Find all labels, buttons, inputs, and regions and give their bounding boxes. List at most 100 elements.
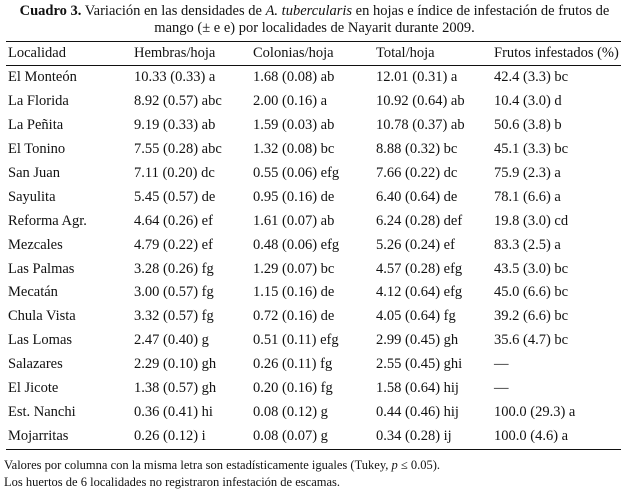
table-header-row: Localidad Hembras/hoja Colonias/hoja Tot… [6, 43, 621, 64]
cell-frutos: 10.4 (3.0) d [494, 93, 562, 110]
cell-total: 2.99 (0.45) gh [376, 332, 459, 349]
table-row: Sayulita 5.45 (0.57) de 0.95 (0.16) de 6.40… [6, 185, 621, 209]
cell-colonias: 0.48 (0.06) efg [253, 236, 340, 253]
cell-frutos: — [494, 380, 509, 397]
table-top-rule [6, 41, 621, 42]
table-bottom-rule [6, 449, 621, 450]
header-hembras: Hembras/hoja [134, 45, 216, 61]
cell-hembras: 0.26 (0.12) i [134, 427, 206, 444]
cell-frutos: 35.6 (4.7) bc [494, 332, 569, 349]
cell-colonias: 0.08 (0.07) g [253, 427, 328, 444]
cell-localidad: El Tonino [8, 141, 66, 158]
cell-colonias: 0.72 (0.16) de [253, 308, 335, 325]
table-header-rule [6, 65, 621, 66]
header-localidad: Localidad [8, 45, 66, 61]
cell-frutos: 100.0 (29.3) a [494, 403, 576, 420]
cell-colonias: 1.68 (0.08) ab [253, 69, 335, 86]
caption-label: Cuadro 3. [19, 3, 82, 19]
cell-localidad: El Jicote [8, 380, 59, 397]
cell-colonias: 0.55 (0.06) efg [253, 165, 340, 181]
header-total: Total/hoja [376, 45, 435, 61]
cell-colonias: 1.32 (0.08) bc [253, 141, 335, 158]
table-row: Las Lomas 2.47 (0.40) g 0.51 (0.11) efg 2.9… [6, 329, 621, 353]
cell-total: 6.24 (0.28) def [376, 212, 463, 229]
cell-total: 12.01 (0.31) a [376, 69, 458, 86]
cell-total: 0.34 (0.28) ij [376, 427, 452, 444]
cell-localidad: La Florida [8, 93, 69, 110]
cell-hembras: 2.29 (0.10) gh [134, 356, 217, 373]
cell-localidad: Chula Vista [8, 308, 76, 325]
cell-frutos: 39.2 (6.6) bc [494, 308, 569, 325]
header-colonias: Colonias/hoja [253, 45, 334, 61]
table-notes: Valores por columna con la misma letra s… [4, 457, 440, 491]
cell-localidad: San Juan [8, 165, 60, 181]
cell-localidad: Reforma Agr. [8, 212, 87, 229]
cell-total: 0.44 (0.46) hij [376, 403, 459, 420]
cell-total: 4.05 (0.64) fg [376, 308, 456, 325]
cell-localidad: Est. Nanchi [8, 403, 76, 420]
cell-localidad: El Monteón [8, 69, 77, 86]
cell-hembras: 3.28 (0.26) fg [134, 260, 214, 277]
cell-frutos: 78.1 (6.6) a [494, 188, 561, 205]
cell-total: 8.88 (0.32) bc [376, 141, 458, 158]
cell-colonias: 0.26 (0.11) fg [253, 356, 333, 373]
cell-colonias: 1.15 (0.16) de [253, 284, 335, 301]
cell-total: 2.55 (0.45) ghi [376, 356, 463, 373]
cell-localidad: Las Lomas [8, 332, 73, 349]
cell-hembras: 2.47 (0.40) g [134, 332, 209, 349]
note-no-infestation: Los huertos de 6 localidades no registra… [4, 475, 340, 489]
table-caption: Cuadro 3. Variación en las densidades de… [6, 3, 623, 37]
cell-frutos: 45.0 (6.6) bc [494, 284, 569, 301]
table-row: San Juan 7.11 (0.20) dc 0.55 (0.06) efg 7.6… [6, 162, 621, 186]
cell-hembras: 4.64 (0.26) ef [134, 212, 213, 229]
cell-frutos: — [494, 356, 509, 373]
note-tukey-after: ≤ 0.05). [397, 458, 441, 472]
cell-total: 4.12 (0.64) efg [376, 284, 463, 301]
cell-total: 5.26 (0.24) ef [376, 236, 455, 253]
cell-frutos: 42.4 (3.3) bc [494, 69, 569, 86]
table-row: Reforma Agr. 4.64 (0.26) ef 1.61 (0.07) ab… [6, 209, 621, 233]
table-row: La Florida 8.92 (0.57) abc 2.00 (0.16) a 10… [6, 90, 621, 114]
cell-hembras: 4.79 (0.22) ef [134, 236, 213, 253]
table-row: La Peñita 9.19 (0.33) ab 1.59 (0.03) ab 10.… [6, 114, 621, 138]
cell-hembras: 1.38 (0.57) gh [134, 380, 217, 397]
cell-colonias: 1.59 (0.03) ab [253, 117, 335, 134]
table-row: Salazares 2.29 (0.10) gh 0.26 (0.11) fg 2.5… [6, 353, 621, 377]
cell-frutos: 19.8 (3.0) cd [494, 212, 569, 229]
table-row: El Jicote 1.38 (0.57) gh 0.20 (0.16) fg 1.5… [6, 377, 621, 401]
data-table: Localidad Hembras/hoja Colonias/hoja Tot… [6, 43, 621, 448]
table-row: El Monteón 10.33 (0.33) a 1.68 (0.08) ab 12… [6, 64, 621, 90]
cell-hembras: 3.00 (0.57) fg [134, 284, 214, 301]
cell-localidad: Mecatán [8, 284, 58, 301]
note-tukey-before: Valores por columna con la misma letra s… [4, 458, 392, 472]
table-row: Chula Vista 3.32 (0.57) fg 0.72 (0.16) de 4… [6, 305, 621, 329]
cell-localidad: Mezcales [8, 236, 63, 253]
cell-total: 7.66 (0.22) dc [376, 165, 458, 181]
cell-hembras: 5.45 (0.57) de [134, 188, 216, 205]
cell-frutos: 50.6 (3.8) b [494, 117, 562, 134]
cell-hembras: 7.55 (0.28) abc [134, 141, 222, 158]
cell-hembras: 9.19 (0.33) ab [134, 117, 216, 134]
table-row: Mojarritas 0.26 (0.12) i 0.08 (0.07) g 0.34… [6, 424, 621, 448]
cell-colonias: 0.51 (0.11) efg [253, 332, 339, 349]
caption-text-before: Variación en las densidades de [81, 3, 266, 19]
cell-frutos: 100.0 (4.6) a [494, 427, 569, 444]
cell-total: 6.40 (0.64) de [376, 188, 458, 205]
cell-localidad: Salazares [8, 356, 63, 373]
cell-hembras: 3.32 (0.57) fg [134, 308, 214, 325]
table-row: Mezcales 4.79 (0.22) ef 0.48 (0.06) efg 5.2… [6, 233, 621, 257]
cell-colonias: 0.08 (0.12) g [253, 403, 328, 420]
table-body: El Monteón 10.33 (0.33) a 1.68 (0.08) ab 12… [6, 64, 621, 448]
note-p-symbol: p [391, 458, 398, 472]
cell-hembras: 0.36 (0.41) hi [134, 403, 213, 420]
cell-colonias: 1.29 (0.07) bc [253, 260, 335, 277]
cell-total: 4.57 (0.28) efg [376, 260, 463, 277]
caption-text-after: en hojas e índice de infestación de frut… [154, 3, 610, 36]
cell-colonias: 2.00 (0.16) a [253, 93, 328, 110]
cell-total: 10.92 (0.64) ab [376, 93, 465, 110]
cell-colonias: 0.95 (0.16) de [253, 188, 335, 205]
cell-frutos: 75.9 (2.3) a [494, 165, 561, 181]
note-tukey: Valores por columna con la misma letra s… [4, 457, 440, 474]
cell-localidad: Las Palmas [8, 260, 75, 277]
